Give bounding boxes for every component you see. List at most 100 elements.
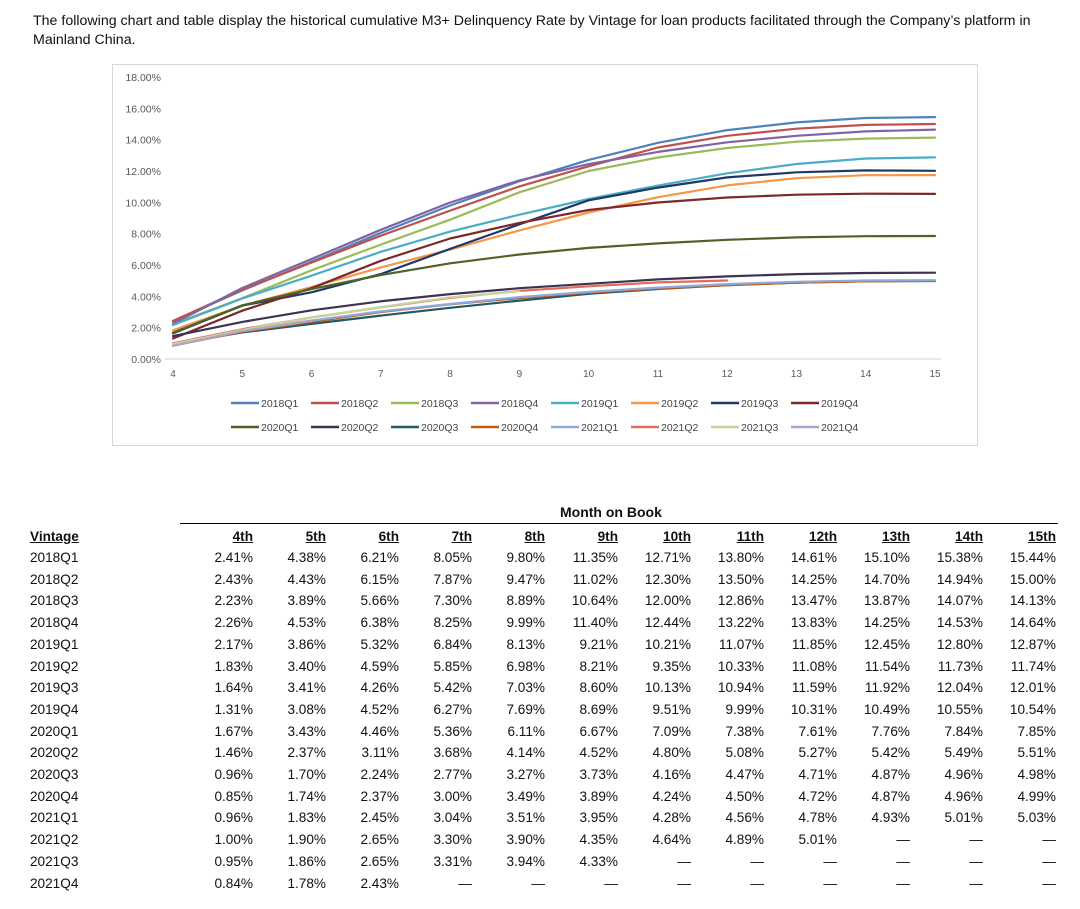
table-cell: 14.94%	[936, 571, 983, 587]
table-cell: 1.64%	[214, 680, 253, 696]
legend-label: 2019Q3	[741, 398, 779, 410]
vintage-label: 2018Q2	[30, 571, 79, 587]
column-header: 7th	[451, 529, 472, 544]
vintage-label: 2019Q1	[30, 636, 79, 652]
legend-label: 2021Q2	[661, 422, 699, 434]
table-cell: 13.50%	[717, 571, 764, 587]
column-header: 9th	[597, 529, 618, 544]
table-cell: 2.45%	[360, 810, 399, 826]
y-tick-label: 10.00%	[125, 197, 161, 209]
table-cell: 14.13%	[1009, 593, 1056, 609]
table-cell: 4.96%	[944, 788, 983, 804]
vintage-label: 2020Q2	[30, 745, 79, 761]
table-cell: 3.04%	[433, 810, 472, 826]
table-cell: 2.37%	[360, 788, 399, 804]
y-tick-label: 8.00%	[131, 229, 161, 241]
table-cell: 4.46%	[360, 723, 399, 739]
table-cell: 8.25%	[433, 615, 472, 631]
table-cell: 3.00%	[433, 788, 472, 804]
y-tick-label: 0.00%	[131, 354, 161, 366]
y-tick-label: 4.00%	[131, 291, 161, 303]
table-cell: 4.14%	[506, 745, 545, 761]
table-cell: 10.13%	[644, 680, 691, 696]
table-cell: 7.61%	[798, 723, 837, 739]
table-row: 2020Q4 0.85% 1.74% 2.37% 3.00% 3.49% 3.89% 4.24…	[30, 786, 1056, 808]
table-cell: 7.76%	[871, 723, 910, 739]
table-cell: 4.59%	[360, 658, 399, 674]
table-cell: 3.94%	[506, 853, 545, 869]
table-cell: 12.71%	[644, 550, 691, 565]
table-cell: 3.89%	[287, 593, 326, 609]
table-cell: 11.40%	[572, 615, 618, 631]
vintage-label: 2021Q4	[30, 875, 79, 891]
table-cell: —	[677, 875, 691, 891]
table-cell: 4.47%	[725, 767, 764, 783]
table-cell: 1.83%	[214, 658, 253, 674]
table-cell: 9.35%	[652, 658, 691, 674]
table-cell: 5.27%	[798, 745, 837, 761]
table-cell: 5.01%	[798, 832, 837, 848]
table-cell: 15.10%	[863, 550, 910, 565]
table-cell: 1.78%	[287, 875, 326, 891]
table-cell: 7.69%	[506, 701, 545, 717]
table-cell: 12.04%	[936, 680, 983, 696]
table-cell: 5.03%	[1017, 810, 1056, 826]
x-tick-label: 13	[791, 369, 803, 380]
table-cell: 14.07%	[936, 593, 983, 609]
table-cell: 4.56%	[725, 810, 764, 826]
legend-label: 2020Q1	[261, 422, 299, 434]
table-cell: 10.31%	[790, 701, 837, 717]
table-cell: 14.64%	[1009, 615, 1056, 631]
table-cell: —	[896, 853, 910, 869]
table-cell: 11.74%	[1010, 658, 1056, 674]
month-on-book-header: Month on Book	[560, 504, 662, 520]
x-tick-label: 14	[860, 369, 872, 380]
table-cell: 14.70%	[863, 571, 910, 587]
table-cell: 6.38%	[360, 615, 399, 631]
series-line-2018Q3	[171, 136, 937, 326]
y-tick-label: 2.00%	[131, 323, 161, 335]
table-cell: 4.87%	[871, 788, 910, 804]
legend-label: 2020Q2	[341, 422, 379, 434]
table-cell: —	[969, 832, 983, 848]
legend-label: 2018Q1	[261, 398, 299, 410]
table-cell: 13.87%	[863, 593, 910, 609]
legend-label: 2021Q1	[581, 422, 619, 434]
table-cell: 5.66%	[360, 593, 399, 609]
table-cell: 4.35%	[579, 832, 618, 848]
table-cell: 5.85%	[433, 658, 472, 674]
table-cell: 5.01%	[944, 810, 983, 826]
legend-label: 2020Q3	[421, 422, 459, 434]
table-cell: 7.38%	[725, 723, 764, 739]
table-cell: 4.93%	[871, 810, 910, 826]
chart-canvas: 0.00% 2.00% 4.00% 6.00% 8.00% 10.00% 12.00% 14.…	[125, 72, 941, 434]
table-cell: 4.24%	[652, 788, 691, 804]
table-cell: 0.85%	[214, 788, 253, 804]
table-cell: 10.54%	[1009, 701, 1056, 717]
table-cell: 10.49%	[863, 701, 910, 717]
table-cell: 2.23%	[214, 593, 253, 609]
y-tick-label: 6.00%	[131, 260, 161, 272]
legend-label: 2021Q3	[741, 422, 779, 434]
table-cell: 7.87%	[433, 571, 472, 587]
table-cell: 3.89%	[579, 788, 618, 804]
table-cell: 8.21%	[579, 658, 618, 674]
table-cell: 2.77%	[433, 767, 472, 783]
table-cell: 4.71%	[798, 767, 837, 783]
series-line-2020Q3	[171, 279, 937, 346]
table-cell: 1.74%	[287, 788, 326, 804]
table-cell: 4.28%	[652, 810, 691, 826]
table-cell: 3.73%	[579, 767, 618, 783]
table-cell: 13.80%	[717, 550, 764, 565]
vintage-label: 2021Q2	[30, 832, 79, 848]
table-cell: 12.00%	[644, 593, 691, 609]
table-cell: 9.21%	[579, 636, 618, 652]
table-cell: 4.98%	[1017, 767, 1056, 783]
table-cell: 3.49%	[506, 788, 545, 804]
table-cell: 7.84%	[944, 723, 983, 739]
table-cell: 0.96%	[214, 810, 253, 826]
table-cell: 7.09%	[652, 723, 691, 739]
table-cell: 4.72%	[798, 788, 837, 804]
table-cell: 3.27%	[506, 767, 545, 783]
table-cell: 2.43%	[360, 875, 399, 891]
